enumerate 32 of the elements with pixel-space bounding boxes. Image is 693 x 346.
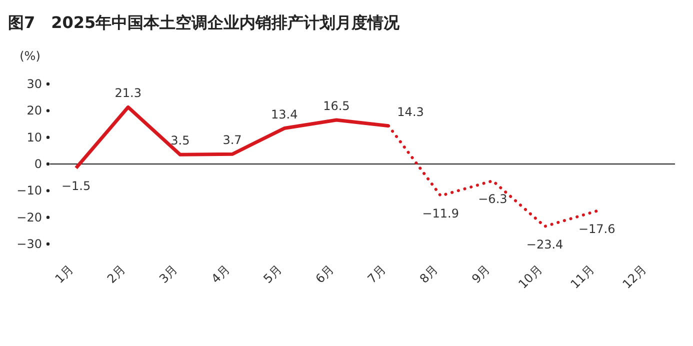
y-tick-label: −30 bbox=[16, 237, 42, 251]
x-tick-label: 8月 bbox=[416, 262, 441, 286]
data-label: 13.4 bbox=[271, 107, 298, 122]
data-label: 21.3 bbox=[114, 86, 142, 100]
chart-title: 图7 2025年中国本土空调企业内销排产计划月度情况 bbox=[8, 13, 401, 32]
y-tick-label: 0 bbox=[34, 157, 42, 171]
data-label: −11.9 bbox=[422, 206, 460, 221]
y-tick-label: −10 bbox=[16, 184, 42, 198]
y-tick-label: 20 bbox=[26, 104, 42, 118]
x-tick-label: 1月 bbox=[52, 262, 76, 286]
data-label: −6.3 bbox=[478, 192, 508, 206]
y-tick-label: 10 bbox=[26, 130, 42, 144]
data-label: 3.5 bbox=[170, 134, 190, 148]
x-tick-label: 12月 bbox=[620, 262, 650, 292]
y-axis-title: (%) bbox=[20, 49, 40, 63]
y-tick-label: −20 bbox=[16, 210, 42, 224]
x-tick-label: 3月 bbox=[156, 262, 180, 286]
x-tick-label: 7月 bbox=[364, 262, 389, 286]
x-tick-label: 5月 bbox=[260, 262, 284, 286]
x-tick-label: 4月 bbox=[208, 262, 232, 286]
y-tick-label: 30 bbox=[26, 77, 42, 91]
data-label: 3.7 bbox=[222, 133, 242, 148]
data-label: −1.5 bbox=[61, 179, 91, 193]
data-label: −23.4 bbox=[526, 237, 564, 252]
x-tick-label: 10月 bbox=[516, 262, 545, 292]
x-tick-label: 6月 bbox=[312, 262, 337, 286]
data-label: −17.6 bbox=[578, 222, 616, 236]
x-tick-label: 9月 bbox=[469, 262, 493, 286]
x-tick-label: 2月 bbox=[104, 262, 128, 286]
data-label: 14.3 bbox=[397, 104, 424, 119]
data-label: 16.5 bbox=[323, 99, 350, 113]
x-tick-label: 11月 bbox=[568, 262, 597, 292]
